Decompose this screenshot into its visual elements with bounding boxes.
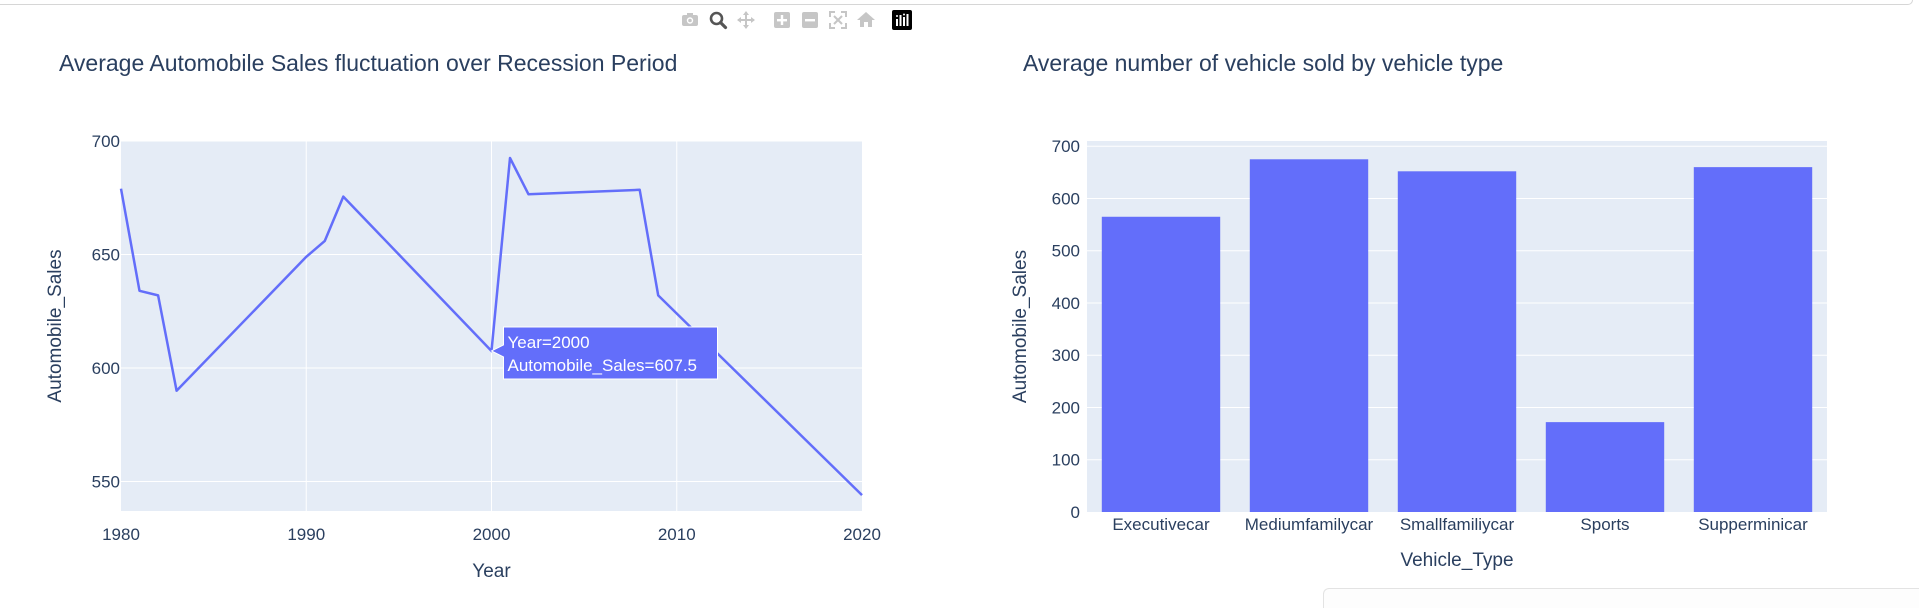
y-tick-label: 300 xyxy=(1052,346,1080,365)
x-tick-label: Supperminicar xyxy=(1698,515,1808,534)
zoom-button[interactable] xyxy=(704,8,732,32)
bar-mediumfamilycar[interactable] xyxy=(1249,159,1369,512)
line-data-point[interactable] xyxy=(321,237,329,245)
line-data-point[interactable] xyxy=(858,491,866,499)
line-data-point[interactable] xyxy=(636,186,644,194)
plot-modebar xyxy=(676,8,916,32)
line-data-point[interactable] xyxy=(302,253,310,261)
line-data-point[interactable] xyxy=(136,287,144,295)
plotly-logo-button[interactable] xyxy=(888,8,916,32)
zoom-in-button[interactable] xyxy=(768,8,796,32)
y-tick-label: 600 xyxy=(92,359,120,378)
x-tick-label: Mediumfamilycar xyxy=(1245,515,1374,534)
x-tick-label: 2000 xyxy=(473,525,511,544)
line-x-axis-title: Year xyxy=(472,561,511,582)
y-tick-label: 500 xyxy=(1052,242,1080,261)
bar-chart[interactable]: Average number of vehicle sold by vehicl… xyxy=(960,0,1919,608)
zoom-icon xyxy=(709,11,728,30)
x-tick-label: 1980 xyxy=(102,525,140,544)
line-data-point[interactable] xyxy=(173,387,181,395)
hover-tooltip: Year=2000 Automobile_Sales=607.5 xyxy=(490,326,718,380)
y-tick-label: 100 xyxy=(1052,451,1080,470)
x-tick-label: Sports xyxy=(1580,515,1629,534)
bar-chart-title: Average number of vehicle sold by vehicl… xyxy=(1023,50,1503,76)
tooltip-year-text: Year=2000 xyxy=(508,333,590,352)
bar-executivecar[interactable] xyxy=(1101,216,1221,512)
line-data-point[interactable] xyxy=(339,193,347,201)
pan-icon xyxy=(737,11,755,29)
home-button[interactable] xyxy=(852,8,880,32)
line-data-point[interactable] xyxy=(525,190,533,198)
y-tick-label: 700 xyxy=(92,132,120,151)
home-icon xyxy=(857,12,875,27)
y-tick-label: 600 xyxy=(1052,189,1080,208)
line-data-point[interactable] xyxy=(154,291,162,299)
bar-sports[interactable] xyxy=(1545,422,1665,512)
zoom-in-icon xyxy=(774,12,790,28)
zoom-out-button[interactable] xyxy=(796,8,824,32)
line-data-point[interactable] xyxy=(117,185,125,193)
bar-supperminicar[interactable] xyxy=(1693,167,1813,512)
sales-line-series[interactable] xyxy=(119,156,863,496)
line-chart-title: Average Automobile Sales fluctuation ove… xyxy=(59,50,677,76)
y-tick-label: 400 xyxy=(1052,294,1080,313)
y-tick-label: 200 xyxy=(1052,398,1080,417)
x-tick-label: Executivecar xyxy=(1112,515,1210,534)
line-data-point[interactable] xyxy=(654,291,662,299)
x-tick-label: 2020 xyxy=(843,525,881,544)
line-chart[interactable]: Average Automobile Sales fluctuation ove… xyxy=(0,0,960,608)
autoscale-button[interactable] xyxy=(824,8,852,32)
pan-button[interactable] xyxy=(732,8,760,32)
plotly-logo-icon xyxy=(892,10,912,30)
y-tick-label: 550 xyxy=(92,472,120,491)
y-tick-label: 700 xyxy=(1052,137,1080,156)
autoscale-icon xyxy=(829,11,847,29)
camera-button[interactable] xyxy=(676,8,704,32)
line-y-axis-title: Automobile_Sales xyxy=(45,249,66,402)
x-tick-label: Smallfamiliycar xyxy=(1400,515,1515,534)
x-tick-label: 1990 xyxy=(287,525,325,544)
tooltip-box xyxy=(490,326,718,380)
y-tick-label: 650 xyxy=(92,245,120,264)
camera-icon xyxy=(682,13,698,26)
bar-x-axis-title: Vehicle_Type xyxy=(1400,550,1513,571)
y-tick-label: 0 xyxy=(1071,503,1080,522)
bar-smallfamiliycar[interactable] xyxy=(1397,171,1517,512)
line-data-point[interactable] xyxy=(506,154,514,162)
zoom-out-icon xyxy=(802,12,818,28)
x-tick-label: 2010 xyxy=(658,525,696,544)
bar-y-axis-title: Automobile_Sales xyxy=(1010,250,1031,403)
tooltip-sales-text: Automobile_Sales=607.5 xyxy=(508,356,698,375)
bottom-panel-edge xyxy=(1323,588,1919,608)
